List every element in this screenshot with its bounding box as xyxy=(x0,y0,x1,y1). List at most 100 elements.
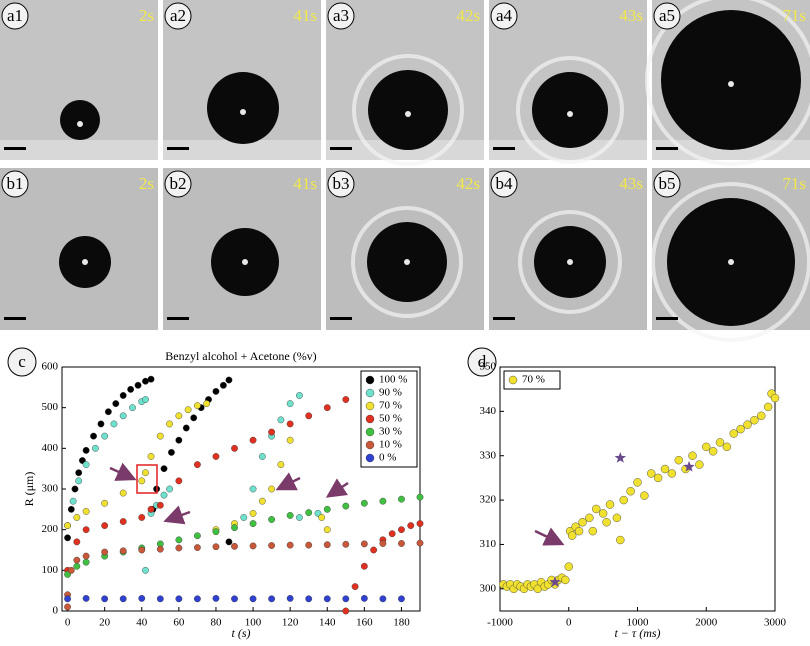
point xyxy=(82,446,90,454)
scale-bar xyxy=(493,317,515,320)
scale-bar xyxy=(330,147,352,150)
point xyxy=(305,595,313,603)
point xyxy=(160,491,168,499)
x-tick-label: 80 xyxy=(210,617,222,629)
point xyxy=(296,514,303,521)
panel-label: a3 xyxy=(333,6,349,25)
point xyxy=(212,543,220,551)
point xyxy=(147,505,155,513)
label-badge xyxy=(1,170,29,198)
highlight xyxy=(77,121,83,127)
point xyxy=(388,530,396,538)
y-tick-label: 500 xyxy=(42,401,59,413)
point xyxy=(142,566,149,574)
point xyxy=(73,514,81,521)
point xyxy=(166,485,173,493)
point xyxy=(688,451,697,460)
point xyxy=(101,522,109,529)
y-tick-label: 320 xyxy=(480,494,497,506)
time-label: 41s xyxy=(293,174,317,193)
point xyxy=(82,552,90,560)
scale-bar xyxy=(167,147,189,150)
x-axis-label: t (s) xyxy=(232,626,251,640)
point xyxy=(296,392,303,399)
y-tick-label: 300 xyxy=(42,483,59,495)
substrate xyxy=(163,140,321,160)
highlight xyxy=(567,111,573,117)
highlight-star xyxy=(683,460,695,472)
point xyxy=(231,524,238,532)
scale-bar xyxy=(167,317,189,320)
x-tick-label: 20 xyxy=(99,617,111,629)
legend-label: 70 % xyxy=(379,400,402,412)
point xyxy=(407,522,415,529)
legend-swatch xyxy=(365,375,375,385)
x-tick-label: 3000 xyxy=(764,617,787,629)
point xyxy=(360,540,368,548)
panel-label: b3 xyxy=(333,174,350,193)
panel-label: a1 xyxy=(7,6,23,25)
point xyxy=(305,509,313,516)
legend-label: 30 % xyxy=(379,426,402,438)
point xyxy=(286,541,294,549)
panel-label: d xyxy=(478,352,487,371)
point xyxy=(82,526,90,534)
point xyxy=(212,453,220,460)
legend-label: 10 % xyxy=(379,439,402,451)
point xyxy=(203,400,211,407)
point xyxy=(647,469,656,478)
point xyxy=(667,469,677,478)
point xyxy=(119,392,127,399)
point xyxy=(268,516,276,523)
point xyxy=(268,428,276,436)
legend-label: 50 % xyxy=(379,413,402,425)
point xyxy=(194,532,201,540)
point xyxy=(97,420,105,428)
legend-box xyxy=(503,370,561,390)
y-tick-label: 200 xyxy=(42,523,59,535)
point xyxy=(194,595,201,603)
label-badge xyxy=(490,2,518,30)
point xyxy=(258,497,266,505)
highlight xyxy=(240,109,246,115)
point xyxy=(653,473,663,483)
point xyxy=(175,412,183,420)
point xyxy=(598,509,608,518)
point xyxy=(101,548,109,556)
highlight xyxy=(567,259,573,265)
y-axis-label: R (μm) xyxy=(22,472,36,507)
droplet xyxy=(661,10,801,150)
point xyxy=(64,534,71,542)
arrow xyxy=(325,478,349,498)
panel-label: c xyxy=(18,352,26,371)
point xyxy=(240,514,248,521)
plume xyxy=(645,0,810,166)
point xyxy=(212,528,220,536)
point xyxy=(156,595,164,603)
point xyxy=(360,499,368,507)
point xyxy=(564,562,573,571)
point xyxy=(416,493,424,501)
droplet xyxy=(207,72,279,144)
point xyxy=(585,513,594,523)
point xyxy=(286,420,294,428)
point xyxy=(277,461,285,468)
point xyxy=(708,447,718,456)
point xyxy=(190,414,198,422)
point xyxy=(715,438,725,447)
point xyxy=(101,432,109,440)
highlight xyxy=(405,111,411,117)
highlight xyxy=(728,259,734,265)
point xyxy=(249,520,257,527)
point xyxy=(398,526,405,534)
point xyxy=(695,460,704,469)
arrow xyxy=(534,527,565,546)
point xyxy=(75,469,83,477)
point xyxy=(588,526,598,536)
y-tick-label: 300 xyxy=(480,582,497,594)
legend-swatch xyxy=(508,375,518,385)
point xyxy=(75,477,83,485)
label-badge xyxy=(327,2,355,30)
point xyxy=(212,594,220,602)
label-badge xyxy=(490,170,518,198)
